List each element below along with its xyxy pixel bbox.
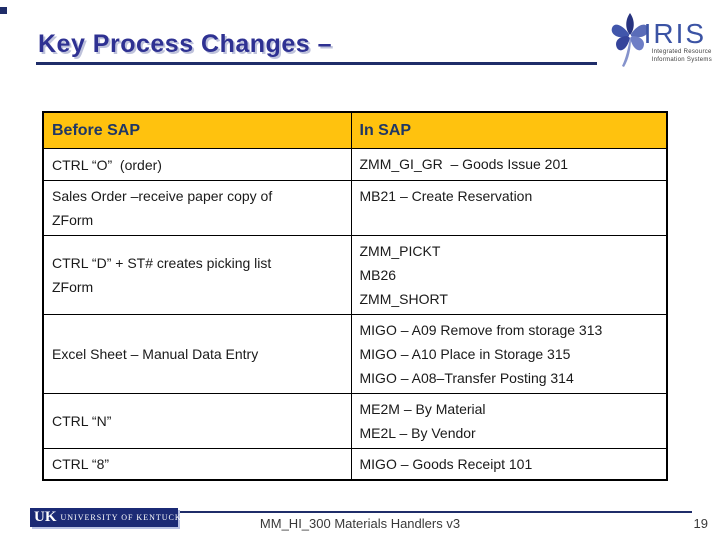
before-sap-cell: Sales Order –receive paper copy of ZForm	[42, 180, 352, 236]
table-row: CTRL “D” + ST# creates picking list ZForm…	[42, 235, 668, 315]
cell-line: CTRL “O” (order)	[52, 156, 162, 173]
in-sap-cell: ZMM_PICKT MB26 ZMM_SHORT	[350, 235, 668, 315]
in-sap-cell: MB21 – Create Reservation	[350, 180, 668, 236]
cell-line: ZMM_SHORT	[359, 291, 448, 307]
footer-text: MM_HI_300 Materials Handlers v3	[259, 516, 461, 531]
cell-line: ZForm	[52, 212, 94, 228]
before-sap-cell: CTRL “8”	[42, 448, 352, 481]
cell-line: CTRL “8”	[52, 456, 110, 472]
cell-line: Excel Sheet – Manual Data Entry	[52, 346, 259, 362]
page-title: Key Process Changes –	[38, 30, 332, 58]
uk-logo-name: UNIVERSITY OF KENTUCKY	[60, 512, 189, 522]
in-sap-cell: ME2M – By Material ME2L – By Vendor	[350, 393, 668, 449]
cell-line: MB21 – Create Reservation	[359, 188, 533, 204]
process-changes-table: Before SAP In SAP CTRL “O” (order) ZMM_GI…	[42, 111, 668, 481]
cell-line: ME2L – By Vendor	[359, 425, 476, 441]
in-sap-cell: MIGO – A09 Remove from storage 313 MIGO –…	[350, 314, 668, 394]
table-row: CTRL “O” (order) ZMM_GI_GR – Goods Issue …	[42, 148, 668, 181]
cell-line: ZForm	[52, 279, 94, 295]
cell-line: MIGO – Goods Receipt 101	[359, 456, 533, 472]
cell-line: ZMM_PICKT	[359, 243, 441, 259]
in-sap-cell: MIGO – Goods Receipt 101	[350, 448, 668, 481]
table-row: CTRL “8” MIGO – Goods Receipt 101	[42, 448, 668, 481]
cell-line: Sales Order –receive paper copy of	[52, 188, 273, 204]
column-header-in-sap: In SAP	[350, 111, 668, 149]
before-sap-cell: CTRL “N”	[42, 393, 352, 449]
cell-line: MB26	[359, 267, 397, 283]
cell-line: CTRL “N”	[52, 413, 112, 429]
cell-line: ME2M – By Material	[359, 401, 486, 417]
iris-tagline-2: Information Systems	[651, 57, 712, 63]
footer-divider	[180, 511, 692, 513]
column-header-before-sap: Before SAP	[42, 111, 352, 149]
cell-line: MIGO – A09 Remove from storage 313	[359, 322, 603, 338]
title-underline	[36, 62, 597, 65]
cell-line: MIGO – A10 Place in Storage 315	[359, 346, 571, 362]
before-sap-cell: Excel Sheet – Manual Data Entry	[42, 314, 352, 394]
cell-line: MIGO – A08–Transfer Posting 314	[359, 370, 574, 386]
table-row: Excel Sheet – Manual Data Entry MIGO – A0…	[42, 314, 668, 394]
table-row: Sales Order –receive paper copy of ZForm M…	[42, 180, 668, 236]
cell-line: ZMM_GI_GR – Goods Issue 201	[359, 156, 569, 172]
before-sap-cell: CTRL “D” + ST# creates picking list ZForm	[42, 235, 352, 315]
before-sap-cell: CTRL “O” (order)	[42, 148, 352, 181]
iris-flower-icon	[610, 12, 650, 73]
iris-tagline-1: Integrated Resource	[651, 49, 712, 55]
cell-line: CTRL “D” + ST# creates picking list	[52, 255, 272, 271]
in-sap-cell: ZMM_GI_GR – Goods Issue 201	[350, 148, 668, 181]
uk-logo-abbr: UK	[34, 509, 57, 525]
table-header-row: Before SAP In SAP	[42, 111, 668, 149]
corner-mark	[0, 7, 7, 14]
page-number: 19	[693, 516, 708, 531]
table-row: CTRL “N” ME2M – By Material ME2L – By Vend…	[42, 393, 668, 449]
uk-logo: UK UNIVERSITY OF KENTUCKY	[30, 508, 187, 527]
iris-logo: IRIS Integrated Resource Information Sys…	[610, 12, 712, 73]
iris-logo-text: IRIS	[643, 18, 707, 49]
